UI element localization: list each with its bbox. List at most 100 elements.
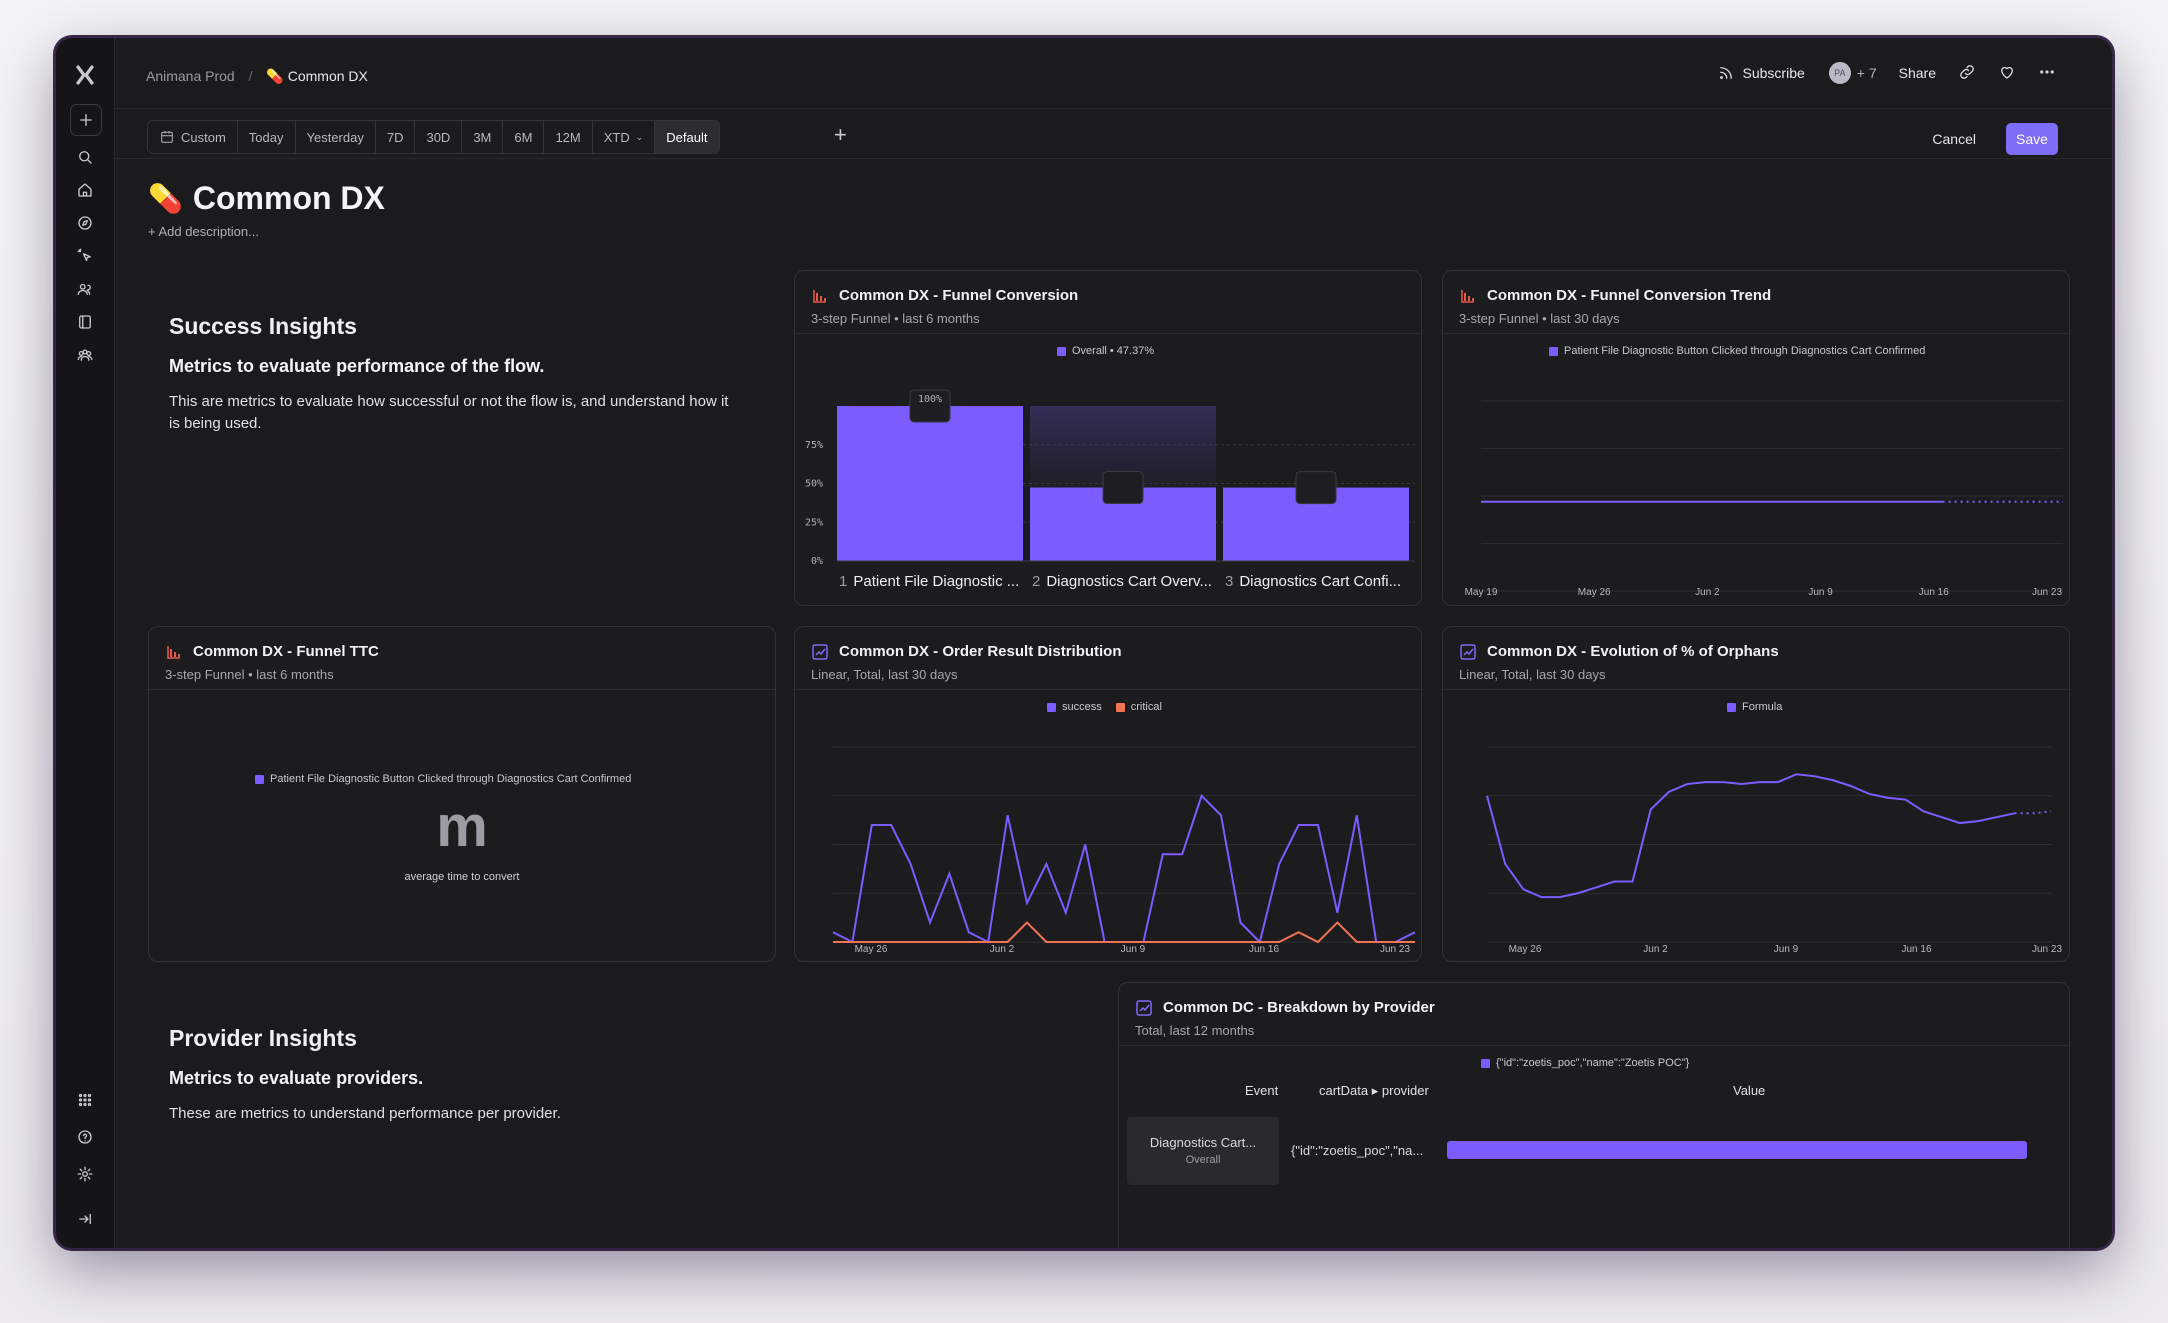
search-icon[interactable] xyxy=(70,142,100,172)
funnel-chart-icon xyxy=(811,287,829,305)
date-filter-label: Today xyxy=(248,129,284,145)
users-icon[interactable] xyxy=(70,274,100,304)
more-icon[interactable] xyxy=(2038,63,2056,84)
date-filter-custom[interactable]: Custom xyxy=(148,121,238,153)
date-filter-3m[interactable]: 3M xyxy=(462,121,504,153)
legend-label: Patient File Diagnostic Button Clicked t… xyxy=(1564,345,1926,357)
apps-grid-icon[interactable] xyxy=(70,1085,100,1115)
top-bar: Animana Prod / 💊 Common DX Subscribe PA … xyxy=(114,38,2112,109)
subscribe-button[interactable]: Subscribe xyxy=(1717,64,1805,82)
legend-label: success xyxy=(1062,701,1102,713)
date-range-selector: Custom Today Yesterday 7D 30D 3M 6M 12M XTD ⌄ Defa… xyxy=(147,120,720,154)
home-icon[interactable] xyxy=(70,175,100,205)
x-tick-label: Jun 9 xyxy=(1774,944,1799,955)
funnel-bar-badge xyxy=(909,389,951,423)
card-title[interactable]: Common DX - Evolution of % of Orphans xyxy=(1487,643,1779,660)
card-subtitle: Total, last 12 months xyxy=(1135,1023,1255,1038)
breadcrumb-parent[interactable]: Animana Prod xyxy=(146,68,235,84)
funnel-step-label: 1 Patient File Diagnostic ... xyxy=(839,573,1020,590)
column-header-property[interactable]: cartData ▸ provider xyxy=(1319,1083,1429,1098)
date-filter-today[interactable]: Today xyxy=(238,121,296,153)
card-subtitle: 3-step Funnel • last 30 days xyxy=(1459,311,1620,326)
funnel-ttc-card[interactable]: Common DX - Funnel TTC 3-step Funnel • l… xyxy=(148,626,776,962)
card-subtitle: 3-step Funnel • last 6 months xyxy=(811,311,980,326)
click-icon[interactable] xyxy=(70,241,100,271)
funnel-conversion-card[interactable]: Common DX - Funnel Conversion 3-step Fun… xyxy=(794,270,1422,606)
rss-icon xyxy=(1719,67,1732,79)
chart-legend[interactable]: Formula xyxy=(1727,701,1782,713)
breakdown-card[interactable]: Common DC - Breakdown by Provider Total,… xyxy=(1118,982,2070,1248)
line-chart-icon xyxy=(1459,643,1477,661)
expand-sidebar-icon[interactable] xyxy=(70,1204,100,1234)
notebook-icon[interactable] xyxy=(70,307,100,337)
funnel-step-label: 2 Diagnostics Cart Overv... xyxy=(1032,573,1212,590)
provider-heading: Provider Insights xyxy=(169,1025,357,1051)
card-title[interactable]: Common DX - Funnel Conversion xyxy=(839,287,1079,304)
chart-legend[interactable]: Overall • 47.37% xyxy=(1057,345,1154,357)
funnel-chart-icon xyxy=(165,643,183,661)
series-line xyxy=(832,793,1416,944)
legend-swatch xyxy=(1727,702,1736,712)
breakdown-provider-cell[interactable]: {"id":"zoetis_poc","na... xyxy=(1291,1143,1424,1158)
breakdown-event-cell[interactable]: Diagnostics Cart... Overall xyxy=(1127,1117,1279,1185)
funnel-bar xyxy=(837,406,1023,561)
cohorts-icon[interactable] xyxy=(70,340,100,370)
cancel-button[interactable]: Cancel xyxy=(1932,131,1976,147)
x-tick-label: Jun 9 xyxy=(1121,944,1146,955)
date-filter-default[interactable]: Default xyxy=(655,121,719,153)
left-rail xyxy=(56,38,115,1248)
link-icon[interactable] xyxy=(1958,63,1976,84)
breakdown-value-bar[interactable] xyxy=(1447,1141,2027,1159)
card-title[interactable]: Common DX - Funnel Conversion Trend xyxy=(1487,287,1772,304)
breakdown-value-track xyxy=(1447,1141,2027,1159)
share-button[interactable]: Share xyxy=(1898,65,1936,81)
help-icon[interactable] xyxy=(70,1122,100,1152)
card-title[interactable]: Common DC - Breakdown by Provider xyxy=(1163,999,1435,1016)
calendar-icon xyxy=(161,131,173,143)
page-title[interactable]: 💊 Common DX xyxy=(148,180,385,217)
legend-item-critical[interactable]: critical xyxy=(1115,701,1162,713)
line-chart-icon xyxy=(1135,999,1153,1017)
date-filter-12m[interactable]: 12M xyxy=(544,121,593,153)
orphans-card[interactable]: Common DX - Evolution of % of Orphans Li… xyxy=(1442,626,2070,962)
date-filter-6m[interactable]: 6M xyxy=(503,121,545,153)
order-result-card[interactable]: Common DX - Order Result Distribution Li… xyxy=(794,626,1422,962)
date-filter-30d[interactable]: 30D xyxy=(415,121,463,153)
logo-icon[interactable] xyxy=(70,60,100,90)
ttc-caption: average time to convert xyxy=(404,871,520,883)
date-filter-label: Yesterday xyxy=(306,129,364,145)
legend-item-success[interactable]: success xyxy=(1047,701,1102,713)
app-window: Animana Prod / 💊 Common DX Subscribe PA … xyxy=(56,38,2112,1248)
funnel-trend-card[interactable]: Common DX - Funnel Conversion Trend 3-st… xyxy=(1442,270,2070,606)
line-chart-icon xyxy=(811,643,829,661)
date-filter-7d[interactable]: 7D xyxy=(376,121,416,153)
add-description-link[interactable]: + Add description... xyxy=(148,224,259,239)
success-subheading: Metrics to evaluate performance of the f… xyxy=(169,356,545,376)
chart-legend[interactable]: {"id":"zoetis_poc","name":"Zoetis POC"} xyxy=(1481,1057,1689,1069)
collaborators[interactable]: PA + 7 xyxy=(1826,60,1877,86)
date-filter-yesterday[interactable]: Yesterday xyxy=(296,121,376,153)
date-filter-xtd[interactable]: XTD ⌄ xyxy=(593,121,656,153)
heart-icon[interactable] xyxy=(1998,63,2016,84)
date-filter-bar: Custom Today Yesterday 7D 30D 3M 6M 12M XTD ⌄ Defa… xyxy=(114,108,2112,159)
x-tick-label: Jun 2 xyxy=(990,944,1015,955)
compass-icon[interactable] xyxy=(70,208,100,238)
date-filter-label: 6M xyxy=(514,129,533,145)
legend-swatch xyxy=(1115,702,1125,712)
settings-icon[interactable] xyxy=(70,1159,100,1189)
plus-icon[interactable] xyxy=(70,104,102,136)
legend-swatch xyxy=(1047,702,1056,712)
save-button[interactable]: Save xyxy=(2006,123,2058,155)
legend-swatch xyxy=(1549,346,1558,356)
x-tick-label: May 26 xyxy=(1509,944,1542,955)
column-header-event[interactable]: Event xyxy=(1245,1083,1279,1098)
breadcrumb-current[interactable]: Common DX xyxy=(287,68,368,84)
column-header-value[interactable]: Value xyxy=(1733,1083,1766,1098)
card-title[interactable]: Common DX - Order Result Distribution xyxy=(839,643,1122,660)
chart-legend[interactable]: Patient File Diagnostic Button Clicked t… xyxy=(1549,345,1925,357)
chart-legend[interactable]: success critical xyxy=(1047,701,1162,713)
card-title[interactable]: Common DX - Funnel TTC xyxy=(193,643,379,660)
card-header: Common DX - Funnel Conversion Trend 3-st… xyxy=(1443,271,2069,334)
chart-legend[interactable]: Patient File Diagnostic Button Clicked t… xyxy=(255,773,631,785)
add-filter-button[interactable]: + xyxy=(834,122,847,147)
